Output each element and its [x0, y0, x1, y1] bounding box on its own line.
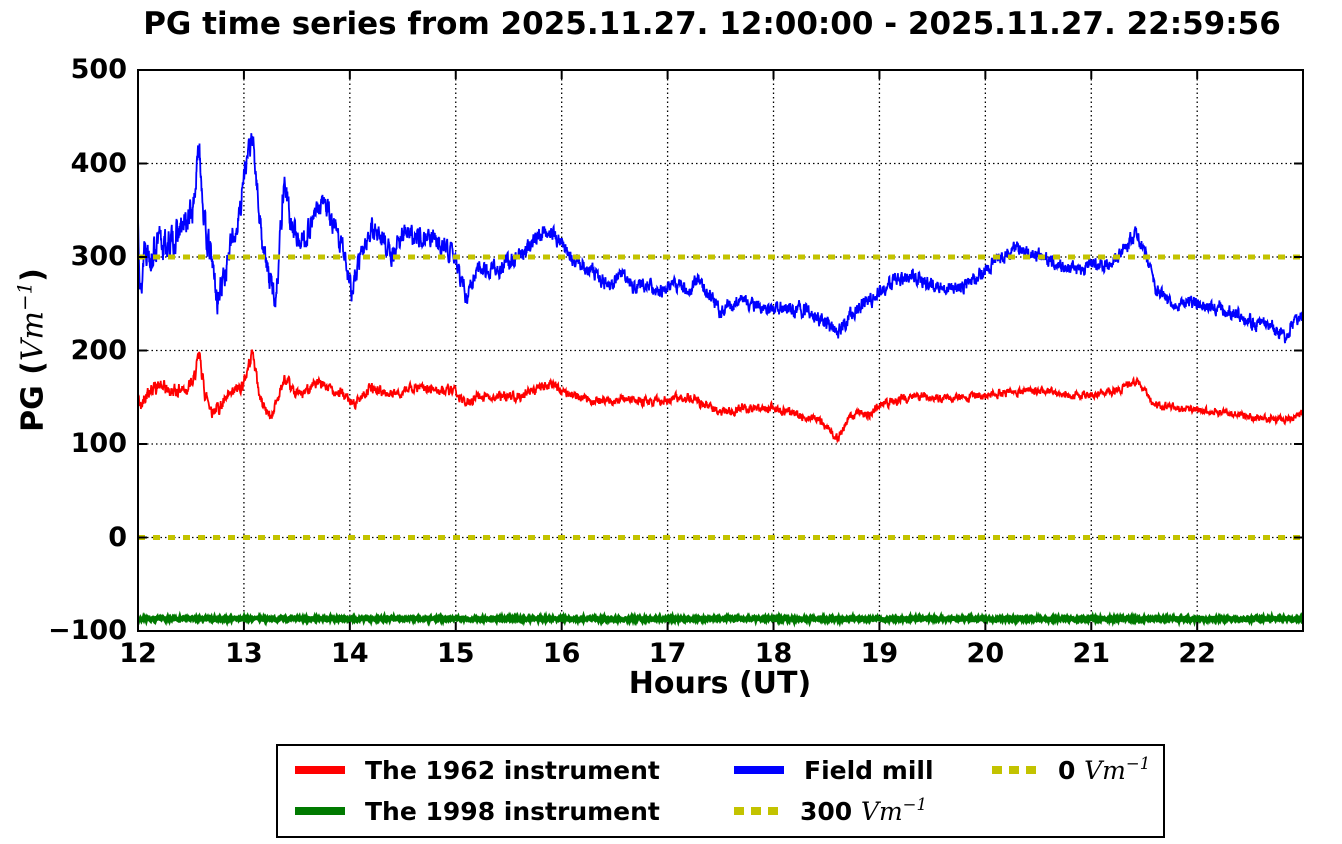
series-line-the-1998-instrument: [138, 610, 1303, 628]
x-tick-label: 16: [542, 638, 581, 669]
x-tick-label: 18: [754, 638, 793, 669]
legend-label: 300 Vm−1: [800, 795, 927, 826]
y-axis-title: PG (Vm−1): [13, 268, 51, 432]
y-tick-label: 300: [70, 241, 127, 272]
x-tick-label: 19: [860, 638, 899, 669]
legend-item-field-mill: Field mill: [734, 755, 934, 785]
y-axis-title-prefix: PG (: [15, 361, 51, 432]
series-line-field-mill: [138, 133, 1303, 344]
series-line-the-1962-instrument: [138, 349, 1303, 444]
legend-item-0-vm: 0 Vm−1: [992, 754, 1151, 785]
x-tick-label: 20: [966, 638, 1005, 669]
y-axis-title-unit: Vm: [15, 310, 51, 362]
legend-unit: Vm: [1084, 755, 1126, 785]
legend-value: 0: [1058, 755, 1076, 785]
legend: The 1962 instrument The 1998 instrument …: [276, 744, 1165, 838]
x-tick-label: 14: [331, 638, 369, 669]
legend-label: Field mill: [804, 755, 934, 785]
legend-exponent: −1: [902, 795, 927, 815]
x-tick-label: 22: [1178, 638, 1216, 669]
legend-item-1998-instrument: The 1998 instrument: [295, 796, 660, 826]
legend-item-300-vm: 300 Vm−1: [734, 795, 927, 826]
legend-label: The 1998 instrument: [365, 796, 660, 826]
y-tick-label: 500: [70, 54, 127, 85]
x-tick-label: 17: [648, 638, 687, 669]
blue-line-swatch: [734, 766, 784, 774]
x-axis-title: Hours (UT): [628, 666, 812, 701]
x-tick-label: 13: [225, 638, 263, 669]
y-tick-label: 200: [70, 334, 127, 366]
y-tick-label: 0: [108, 521, 127, 553]
yellow-dashed-swatch: [734, 807, 780, 815]
legend-exponent: −1: [1125, 754, 1151, 774]
y-tick-label: 400: [70, 147, 127, 179]
legend-value: 300: [800, 796, 853, 826]
y-tick-label: −100: [48, 615, 127, 646]
x-tick-label: 15: [436, 638, 475, 669]
y-axis-title-suffix: ): [15, 268, 51, 282]
chart-title: PG time series from 2025.11.27. 12:00:00…: [143, 6, 1281, 42]
y-axis-title-exponent: −1: [13, 281, 37, 311]
y-tick-label: 100: [70, 428, 127, 459]
legend-item-1962-instrument: The 1962 instrument: [295, 755, 660, 785]
legend-label: 0 Vm−1: [1058, 754, 1151, 785]
x-tick-label: 12: [119, 638, 157, 669]
green-line-swatch: [295, 807, 345, 815]
legend-unit: Vm: [860, 796, 903, 826]
red-line-swatch: [295, 766, 345, 774]
legend-label: The 1962 instrument: [365, 755, 660, 785]
yellow-dashed-swatch: [992, 766, 1038, 774]
x-tick-label: 21: [1072, 638, 1111, 669]
